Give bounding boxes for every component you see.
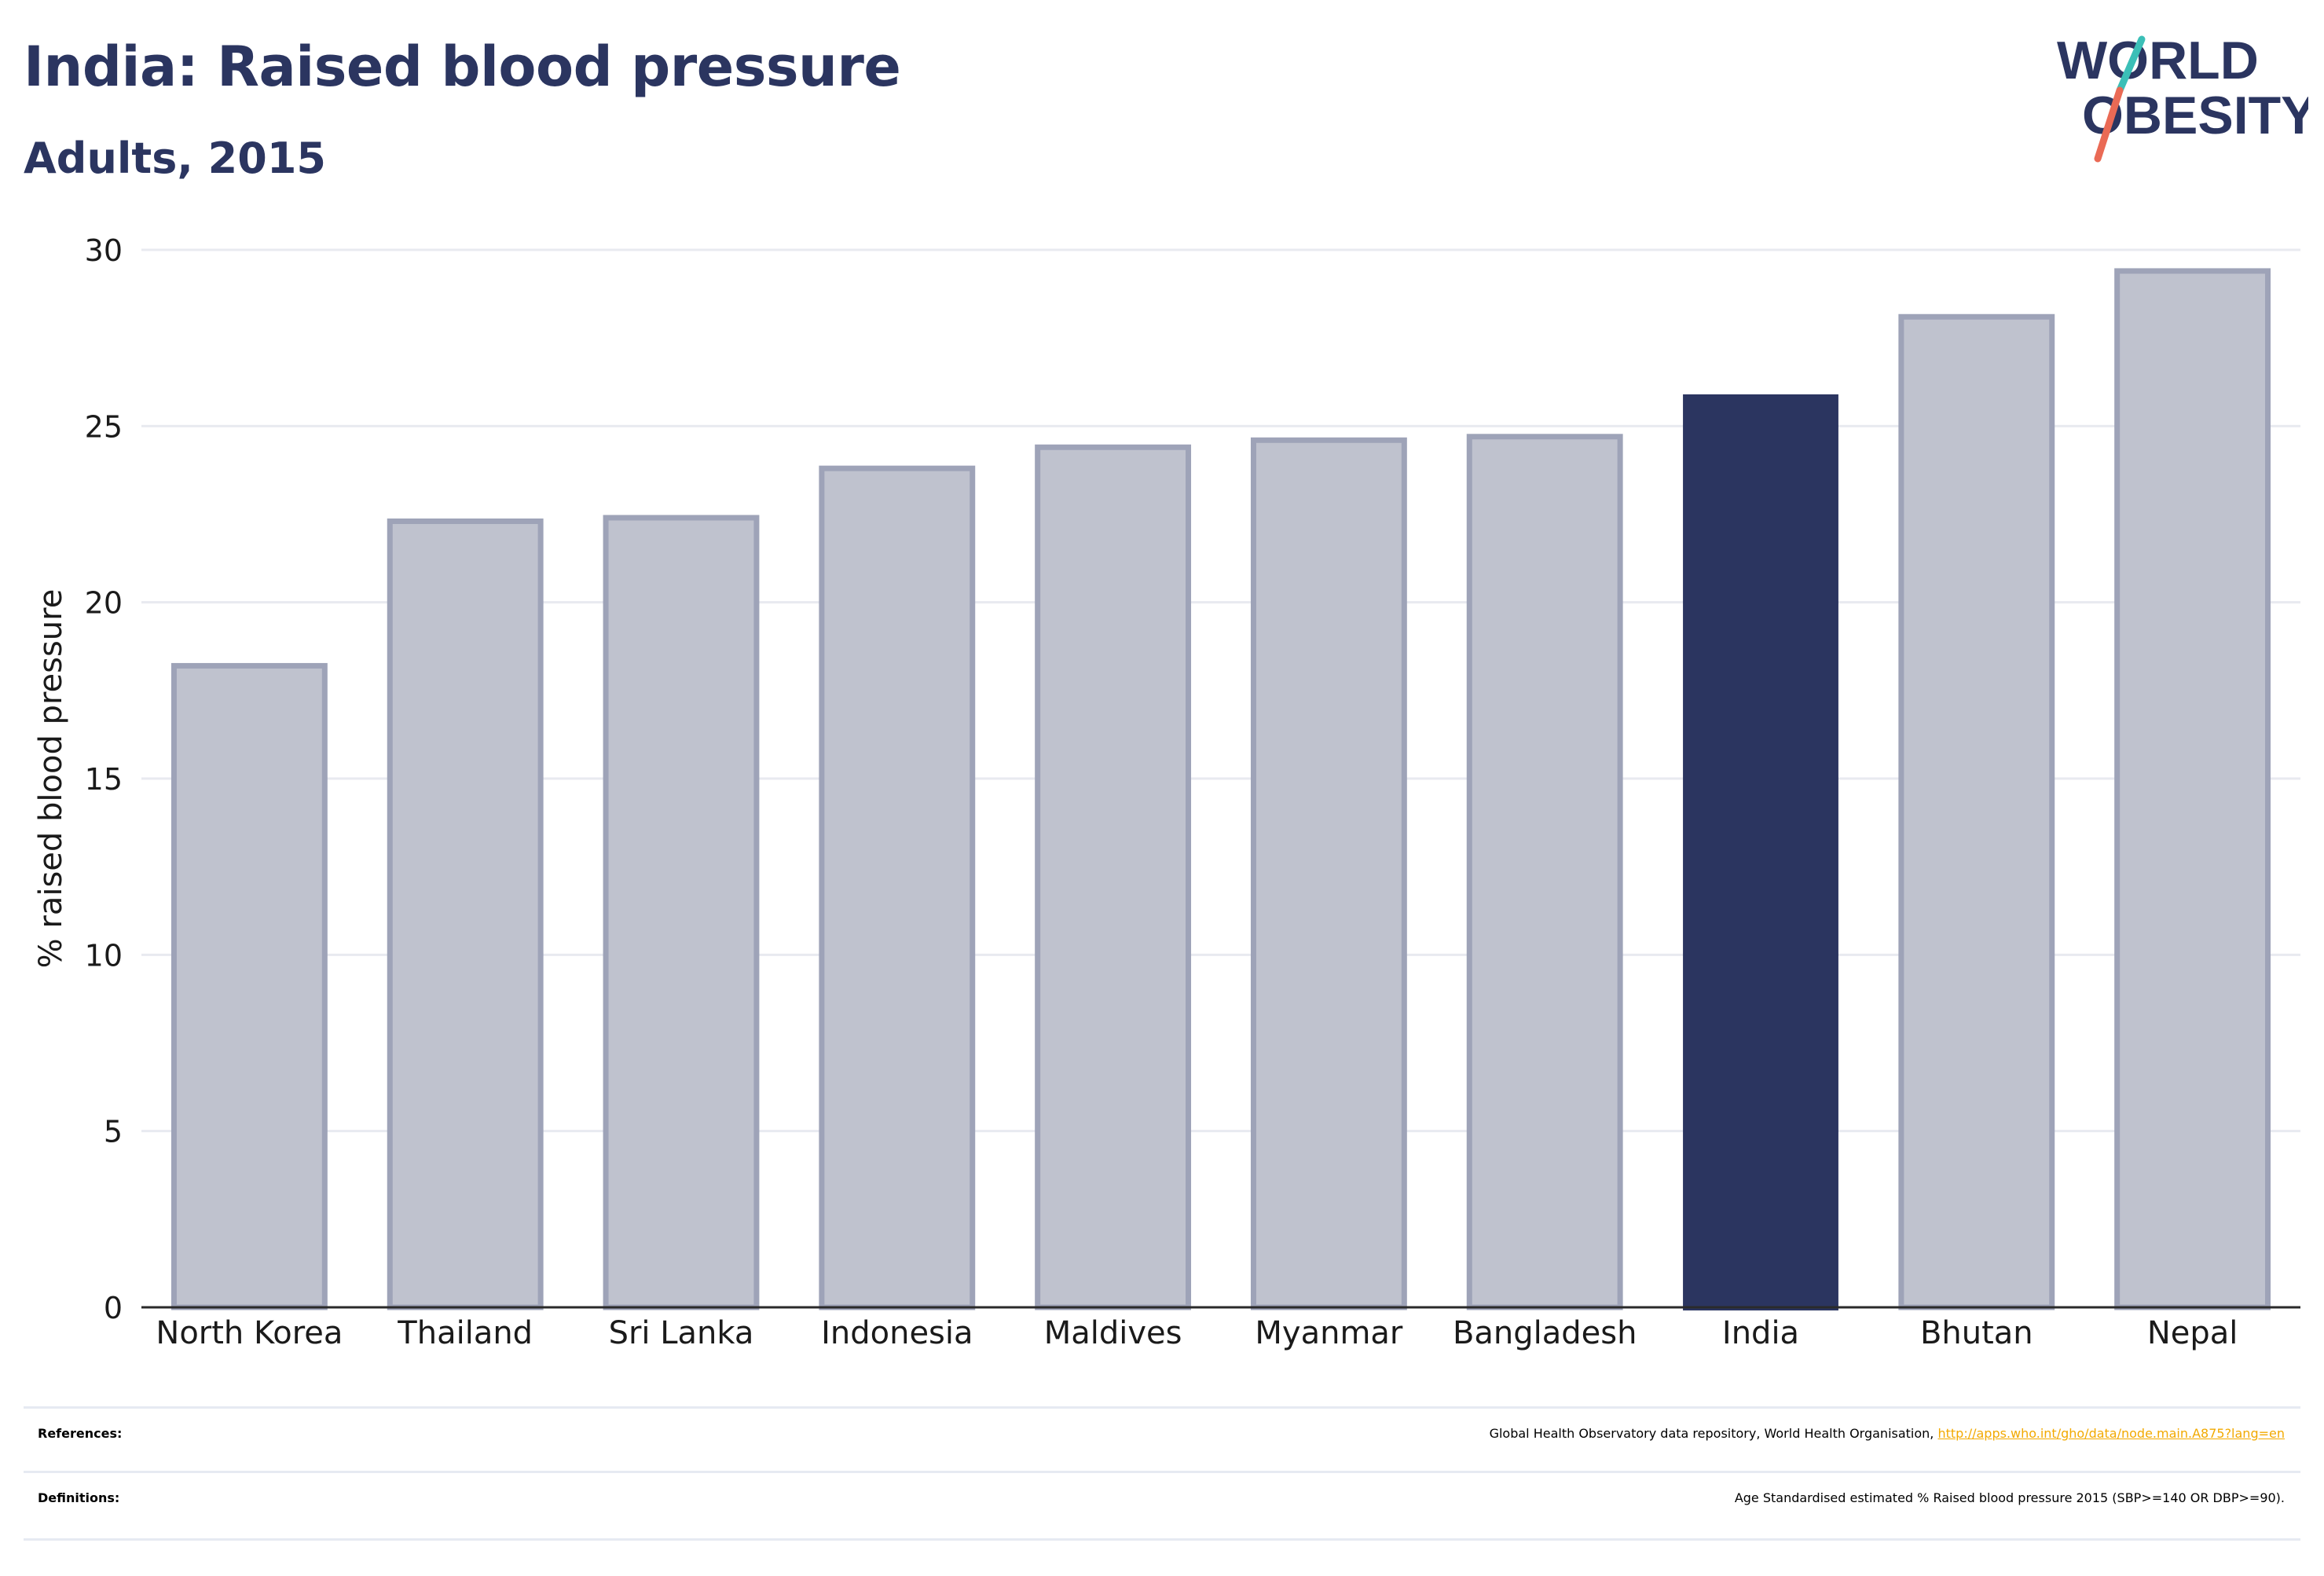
x-tick-label: Sri Lanka <box>609 1315 754 1351</box>
y-tick-label: 20 <box>85 586 123 621</box>
bar <box>387 518 544 1310</box>
world-obesity-logo: WORLD OBESITY <box>2057 31 2308 163</box>
bar <box>1466 434 1623 1310</box>
bar <box>1250 437 1407 1310</box>
logo-word-world: WORLD <box>2057 31 2259 90</box>
bar <box>1035 444 1192 1310</box>
bar <box>603 515 760 1310</box>
references-row: References: Global Health Observatory da… <box>24 1406 2300 1472</box>
y-tick-label: 30 <box>85 233 123 268</box>
y-tick-label: 15 <box>85 762 123 797</box>
x-tick-label: India <box>1722 1315 1799 1351</box>
bar <box>170 662 328 1310</box>
y-tick-label: 5 <box>104 1115 123 1149</box>
bar <box>1683 394 1838 1310</box>
logo-slash-coral <box>2094 86 2124 163</box>
y-tick-label: 10 <box>85 938 123 973</box>
definitions-label: Definitions: <box>38 1490 120 1505</box>
chart-title: India: Raised blood pressure <box>24 35 901 99</box>
x-tick-label: Thailand <box>397 1315 533 1351</box>
x-tick-label: Indonesia <box>821 1315 973 1351</box>
y-axis-title: % raised blood pressure <box>33 589 69 969</box>
bar <box>2114 268 2271 1310</box>
y-tick-label: 0 <box>104 1291 123 1325</box>
x-tick-label: Myanmar <box>1255 1315 1403 1351</box>
x-tick-label: Maldives <box>1044 1315 1182 1351</box>
y-tick-label: 25 <box>85 409 123 444</box>
bar <box>1898 313 2055 1310</box>
references-text: Global Health Observatory data repositor… <box>1489 1426 1938 1441</box>
definitions-row: Definitions: Age Standardised estimated … <box>24 1471 2300 1536</box>
references-value: Global Health Observatory data repositor… <box>1490 1426 2285 1441</box>
bar-chart: 0 5 10 15 20 25 30 % raised blood pressure North… <box>33 233 2300 1351</box>
x-tick-label: Bangladesh <box>1453 1315 1637 1351</box>
x-tick-label: Bhutan <box>1920 1315 2033 1351</box>
references-label: References: <box>38 1426 123 1441</box>
x-tick-label: Nepal <box>2147 1315 2238 1351</box>
definitions-text: Age Standardised estimated % Raised bloo… <box>1734 1490 2285 1505</box>
x-tick-label: North Korea <box>156 1315 343 1351</box>
footer-divider <box>24 1538 2300 1541</box>
references-link[interactable]: http://apps.who.int/gho/data/node.main.A… <box>1937 1426 2285 1441</box>
logo-slash-teal <box>2116 35 2146 94</box>
chart-subtitle: Adults, 2015 <box>24 134 326 183</box>
bar <box>819 465 976 1310</box>
